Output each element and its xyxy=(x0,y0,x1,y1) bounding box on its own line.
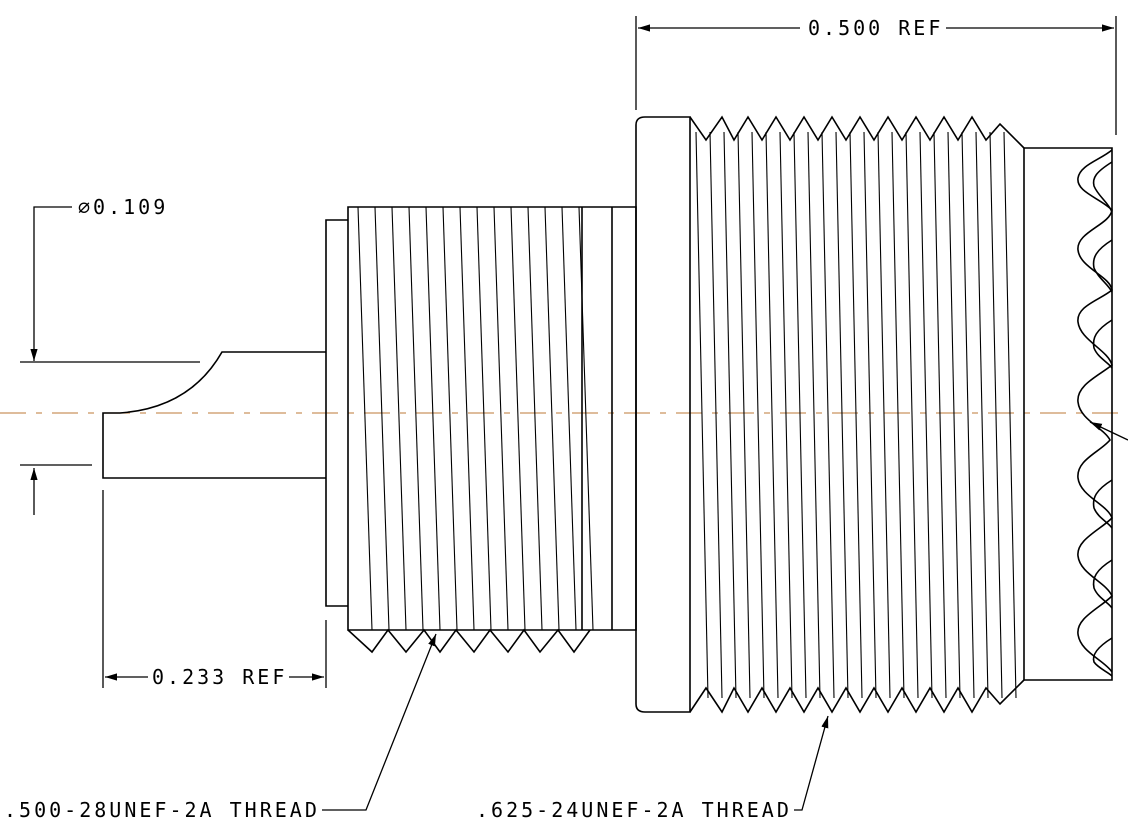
pin-length-label: 0.233 REF xyxy=(150,665,290,689)
large-thread-line xyxy=(906,132,918,698)
large-thread-line xyxy=(696,132,708,698)
large-thread-line xyxy=(892,132,904,698)
large-thread-lines xyxy=(696,132,1016,698)
small-thread-line xyxy=(375,207,389,630)
large-thread-line xyxy=(962,132,974,698)
rear-flange xyxy=(326,220,348,606)
large-thread-line xyxy=(808,132,820,698)
pin-diameter-label: ⌀0.109 xyxy=(76,195,171,219)
large-thread-line xyxy=(878,132,890,698)
dim-overall-ref xyxy=(636,16,1116,135)
large-thread-line xyxy=(822,132,834,698)
large-thread-line xyxy=(850,132,862,698)
small-thread-line xyxy=(460,207,474,630)
small-thread-line xyxy=(511,207,525,630)
small-thread-line xyxy=(494,207,508,630)
large-thread-line xyxy=(1004,132,1016,698)
large-thread-line xyxy=(920,132,932,698)
small-thread-line xyxy=(443,207,457,630)
large-thread-line xyxy=(766,132,778,698)
large-thread-line xyxy=(976,132,988,698)
front-crown xyxy=(1024,148,1112,680)
overall-ref-label: 0.500 REF xyxy=(806,16,946,40)
small-thread-line xyxy=(528,207,542,630)
large-thread-line xyxy=(738,132,750,698)
dim-pin-diameter xyxy=(20,207,200,515)
large-thread-line xyxy=(794,132,806,698)
small-thread-line xyxy=(579,207,593,630)
leader-large-thread xyxy=(770,716,828,810)
small-thread-callout: .500-28UNEF-2A THREAD xyxy=(2,798,322,822)
small-thread-line xyxy=(409,207,423,630)
small-thread-body xyxy=(348,207,636,652)
small-thread-line xyxy=(477,207,491,630)
large-thread-body xyxy=(636,117,1024,712)
large-thread-line xyxy=(990,132,1002,698)
leader-crown xyxy=(1090,422,1128,440)
large-thread-line xyxy=(710,132,722,698)
large-thread-callout: .625-24UNEF-2A THREAD xyxy=(474,798,794,822)
large-thread-line xyxy=(780,132,792,698)
large-thread-line xyxy=(752,132,764,698)
small-thread-line xyxy=(562,207,576,630)
large-thread-line xyxy=(934,132,946,698)
large-thread-line xyxy=(836,132,848,698)
small-thread-line xyxy=(392,207,406,630)
center-pin xyxy=(103,352,326,478)
leader-small-thread xyxy=(312,634,436,810)
small-thread-line xyxy=(545,207,559,630)
large-thread-line xyxy=(948,132,960,698)
large-thread-line xyxy=(724,132,736,698)
small-thread-line xyxy=(358,207,372,630)
large-thread-line xyxy=(864,132,876,698)
small-thread-line xyxy=(426,207,440,630)
dim-pin-length xyxy=(103,490,326,688)
small-thread-lines xyxy=(358,207,593,630)
